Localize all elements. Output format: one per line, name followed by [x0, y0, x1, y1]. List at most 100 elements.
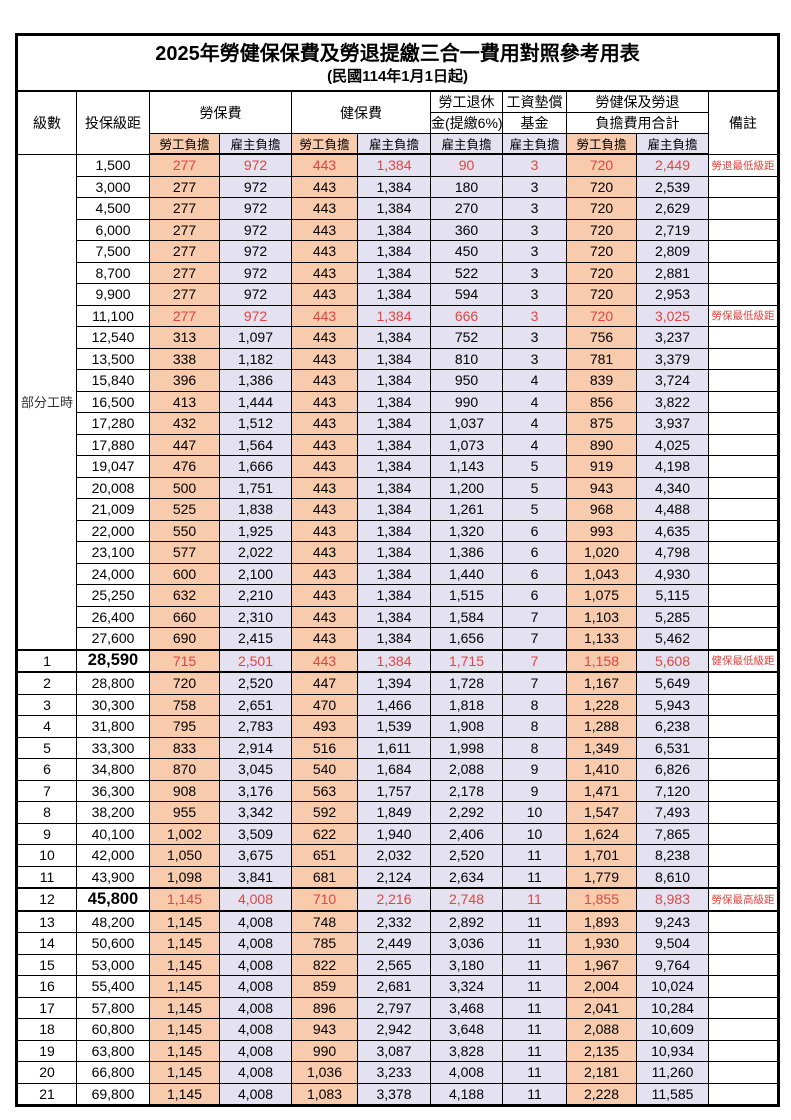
labor-employee-cell: 277 — [149, 240, 220, 263]
wage-fund-cell: 4 — [502, 433, 567, 456]
pension-employer-cell: 1,715 — [430, 648, 503, 673]
pension-employer-cell: 810 — [430, 347, 503, 370]
total-employee-cell: 919 — [566, 455, 637, 478]
table-row: 16,500 413 1,444 443 1,384 990 4 856 3,822 — [17, 390, 780, 413]
total-employee-cell: 1,893 — [566, 910, 637, 933]
health-employee-cell: 470 — [291, 693, 358, 716]
level-cell: 5 — [16, 736, 77, 759]
pension-employer-cell: 3,180 — [430, 953, 503, 976]
total-employer-cell: 2,881 — [636, 261, 709, 284]
health-employer-cell: 3,233 — [357, 1061, 431, 1084]
labor-employee-cell: 758 — [149, 693, 220, 716]
health-employer-cell: 1,384 — [357, 519, 431, 542]
note-cell — [707, 627, 780, 650]
labor-employer-cell: 972 — [219, 261, 292, 284]
bracket-cell: 31,800 — [76, 715, 150, 738]
wage-fund-cell: 10 — [502, 822, 567, 845]
table-row: 5 33,300 833 2,914 516 1,611 1,998 8 1,349 6,531 — [16, 736, 780, 759]
health-employer-cell: 1,384 — [357, 412, 431, 435]
bracket-cell: 11,100 — [76, 304, 150, 327]
table-row: 8 38,200 955 3,342 592 1,849 2,292 10 1,547 7,493 — [16, 801, 780, 824]
wage-fund-cell: 7 — [502, 605, 567, 628]
bracket-cell: 40,100 — [76, 822, 150, 845]
note-cell — [707, 347, 780, 370]
health-employee-cell: 990 — [291, 1039, 358, 1062]
health-employer-cell: 1,684 — [357, 758, 431, 781]
total-employee-cell: 856 — [566, 390, 637, 413]
bracket-cell: 36,300 — [76, 779, 150, 802]
total-employer-cell: 9,243 — [636, 910, 709, 933]
total-employer-cell: 6,531 — [636, 736, 709, 759]
table-row: 22,000 550 1,925 443 1,384 1,320 6 993 4,635 — [17, 519, 780, 542]
wage-fund-cell: 6 — [502, 519, 567, 542]
wage-fund-cell: 11 — [502, 865, 567, 889]
pension-employer-cell: 2,634 — [430, 865, 503, 889]
bracket-cell: 33,300 — [76, 736, 150, 759]
total-employee-cell: 720 — [566, 304, 637, 327]
table-row: 17 57,800 1,145 4,008 896 2,797 3,468 11 2,041 10… — [16, 996, 780, 1019]
note-cell — [707, 218, 780, 241]
wage-fund-cell: 11 — [502, 996, 567, 1019]
total-employer-cell: 7,865 — [636, 822, 709, 845]
pension-employer-cell: 2,406 — [430, 822, 503, 845]
col-header-health-insurance: 健保費 — [291, 90, 431, 134]
pension-employer-cell: 950 — [430, 369, 503, 392]
labor-employer-cell: 1,182 — [219, 347, 292, 370]
total-employer-cell: 3,237 — [636, 326, 709, 349]
total-employee-cell: 1,701 — [566, 844, 637, 867]
total-employer-cell: 5,285 — [636, 605, 709, 628]
table-row: 4,500 277 972 443 1,384 270 3 720 2,629 — [17, 197, 780, 220]
note-cell — [707, 412, 780, 435]
labor-employer-cell: 4,008 — [219, 1061, 292, 1084]
wage-fund-cell: 11 — [502, 932, 567, 955]
note-cell — [707, 801, 780, 824]
labor-employee-cell: 1,145 — [149, 1061, 220, 1084]
note-cell — [707, 779, 780, 802]
table-row: 17,280 432 1,512 443 1,384 1,037 4 875 3,937 — [17, 412, 780, 435]
health-employer-cell: 1,384 — [357, 390, 431, 413]
pension-employer-cell: 2,520 — [430, 844, 503, 867]
bracket-cell: 28,590 — [76, 648, 150, 673]
pension-employer-cell: 1,200 — [430, 476, 503, 499]
labor-employee-cell: 277 — [149, 261, 220, 284]
health-employer-cell: 1,384 — [357, 240, 431, 263]
health-employer-cell: 1,384 — [357, 455, 431, 478]
bracket-cell: 7,500 — [76, 240, 150, 263]
health-employee-cell: 443 — [291, 347, 358, 370]
labor-employee-cell: 447 — [149, 433, 220, 456]
total-employee-cell: 2,088 — [566, 1018, 637, 1041]
health-employer-cell: 1,384 — [357, 218, 431, 241]
pension-employer-cell: 1,143 — [430, 455, 503, 478]
labor-employer-cell: 4,008 — [219, 1018, 292, 1041]
health-employee-cell: 443 — [291, 304, 358, 327]
labor-employer-cell: 2,914 — [219, 736, 292, 759]
total-employee-cell: 1,855 — [566, 887, 637, 912]
labor-employer-cell: 3,342 — [219, 801, 292, 824]
labor-employee-cell: 1,145 — [149, 1039, 220, 1062]
note-cell: 健保最低級距 — [707, 648, 780, 673]
labor-employer-cell: 972 — [219, 283, 292, 306]
wage-fund-cell: 8 — [502, 693, 567, 716]
health-employee-cell: 681 — [291, 865, 358, 889]
subheader-total-employee: 勞工負擔 — [566, 133, 637, 155]
table-row: 19,047 476 1,666 443 1,384 1,143 5 919 4,198 — [17, 455, 780, 478]
labor-employee-cell: 1,145 — [149, 932, 220, 955]
col-header-wage-fund-line1: 工資墊償 — [502, 90, 567, 113]
table-row: 12,540 313 1,097 443 1,384 752 3 756 3,237 — [17, 326, 780, 349]
wage-fund-cell: 6 — [502, 562, 567, 585]
table-row: 27,600 690 2,415 443 1,384 1,656 7 1,133 5,462 — [17, 627, 780, 650]
note-cell — [707, 605, 780, 628]
total-employer-cell: 2,449 — [636, 153, 709, 177]
health-employer-cell: 1,384 — [357, 476, 431, 499]
note-cell — [707, 175, 780, 198]
labor-employer-cell: 4,008 — [219, 887, 292, 912]
total-employee-cell: 1,471 — [566, 779, 637, 802]
note-cell — [707, 736, 780, 759]
bracket-cell: 28,800 — [76, 671, 150, 695]
health-employer-cell: 1,384 — [357, 197, 431, 220]
table-row: 1 28,590 715 2,501 443 1,384 1,715 7 1,158 5,608 健… — [16, 648, 780, 673]
health-employer-cell: 2,797 — [357, 996, 431, 1019]
note-cell — [707, 1082, 780, 1106]
level-cell: 1 — [16, 648, 77, 673]
total-employer-cell: 7,493 — [636, 801, 709, 824]
